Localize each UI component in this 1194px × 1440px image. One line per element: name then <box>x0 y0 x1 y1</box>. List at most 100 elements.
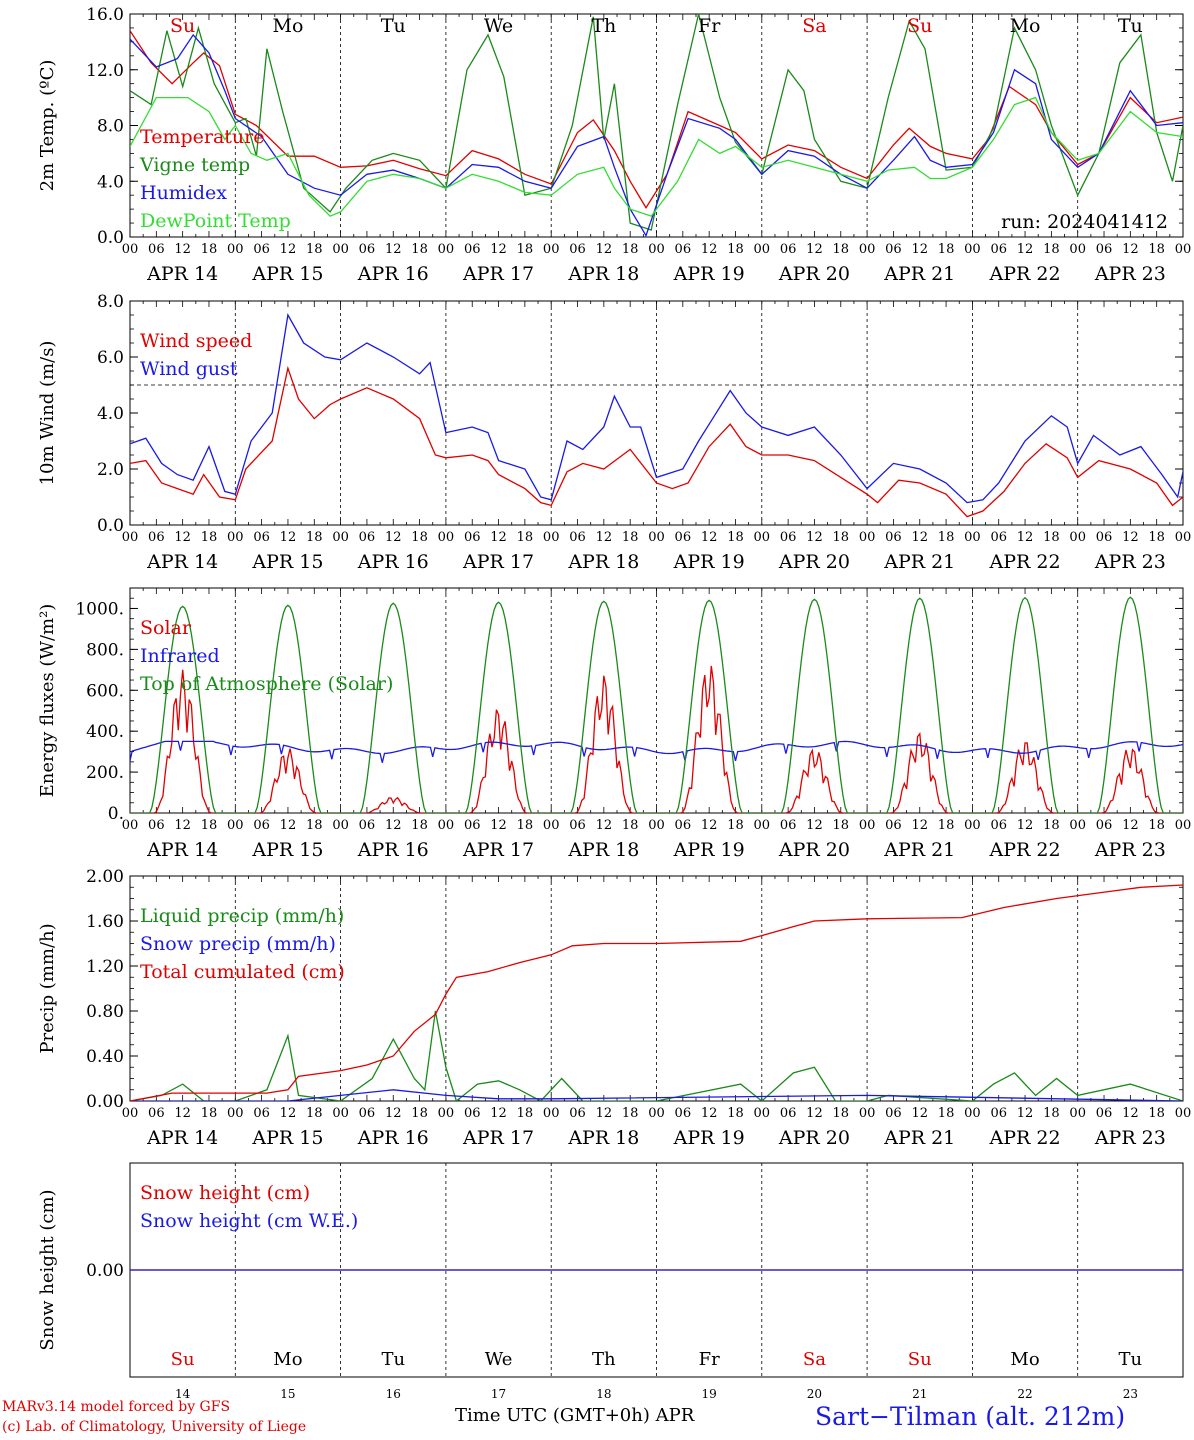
x-date-label: APR 22 <box>989 263 1061 285</box>
x-hour-label: 12 <box>1122 242 1139 257</box>
x-date-label: APR 18 <box>567 551 639 573</box>
x-hour-label: 00 <box>122 242 139 257</box>
y-tick-label: 0.0 <box>97 228 124 248</box>
x-hour-label: 00 <box>438 530 455 545</box>
x-date-label: APR 16 <box>357 551 429 573</box>
day-name-top: Tu <box>381 15 406 37</box>
x-hour-label: 00 <box>543 818 560 833</box>
x-hour-label: 18 <box>1148 530 1165 545</box>
y-tick-label: 12.0 <box>86 61 124 81</box>
day-name-bottom: Mo <box>273 1349 302 1370</box>
x-hour-label: 00 <box>754 242 771 257</box>
x-hour-label: 00 <box>1175 1106 1192 1121</box>
y-tick-label: 0.80 <box>86 1002 124 1022</box>
x-hour-label: 12 <box>1017 1106 1034 1121</box>
x-hour-label: 06 <box>675 242 692 257</box>
y-tick-label: 400. <box>86 722 124 742</box>
panel-precip: 0.00 0.40 0.80 1.20 1.60 2.00 Precip (mm/h) Liq… <box>37 867 1191 1149</box>
panel-temp: 0.0 4.0 8.0 12.0 16.0 2m Temp. (ºC) Temperatur… <box>37 5 1191 285</box>
x-hour-label: 06 <box>675 530 692 545</box>
x-hour-label: 00 <box>754 530 771 545</box>
panel-snow: 0.00 Snow height (cm) Snow height (cm) Snow… <box>37 1162 1184 1378</box>
x-hour-label: 00 <box>438 1106 455 1121</box>
x-date-label: APR 15 <box>251 551 323 573</box>
y-axis-label: Energy fluxes (W/m²) <box>37 604 58 798</box>
x-hour-label: 00 <box>859 1106 876 1121</box>
legend-entry: Temperature <box>140 126 264 148</box>
x-hour-label: 12 <box>1017 530 1034 545</box>
y-tick-label: 0.40 <box>86 1047 124 1067</box>
day-number: 14 <box>175 1387 191 1401</box>
x-date-label: APR 14 <box>146 1127 218 1149</box>
x-hour-label: 00 <box>122 1106 139 1121</box>
x-hour-label: 18 <box>1148 1106 1165 1121</box>
day-name-bottom: Tu <box>1119 1349 1143 1370</box>
x-hour-label: 00 <box>1175 530 1192 545</box>
y-tick-label: 16.0 <box>86 5 124 25</box>
x-date-label: APR 19 <box>673 263 745 285</box>
x-hour-label: 06 <box>990 530 1007 545</box>
x-date-label: APR 21 <box>883 551 955 573</box>
x-hour-label: 18 <box>727 1106 744 1121</box>
x-hour-label: 06 <box>569 242 586 257</box>
x-hour-label: 00 <box>1069 242 1086 257</box>
x-hour-label: 12 <box>280 530 297 545</box>
x-date-label: APR 18 <box>567 263 639 285</box>
x-hour-label: 00 <box>964 1106 981 1121</box>
x-hour-label: 18 <box>306 818 323 833</box>
x-hour-label: 00 <box>122 530 139 545</box>
x-hour-label: 12 <box>806 818 823 833</box>
x-hour-label: 00 <box>1069 1106 1086 1121</box>
day-name-top: Mo <box>272 15 303 37</box>
y-tick-label: 4.0 <box>97 404 124 424</box>
x-hour-label: 00 <box>964 818 981 833</box>
model-credit: MARv3.14 model forced by GFS <box>2 1399 231 1415</box>
series-group <box>130 884 1183 1101</box>
x-hour-label: 18 <box>517 242 534 257</box>
x-hour-label: 06 <box>569 530 586 545</box>
x-date-label: APR 14 <box>146 263 218 285</box>
x-hour-label: 18 <box>306 1106 323 1121</box>
x-hour-label: 18 <box>727 242 744 257</box>
x-hour-label: 06 <box>990 1106 1007 1121</box>
x-hour-label: 12 <box>174 530 191 545</box>
x-hour-label: 12 <box>385 530 402 545</box>
legend-entry: Top of Atmosphere (Solar) <box>140 673 393 695</box>
y-tick-label: 0.00 <box>86 1261 124 1281</box>
x-hour-label: 00 <box>332 242 349 257</box>
y-tick-label: 8.0 <box>97 292 124 312</box>
x-hour-label: 18 <box>938 1106 955 1121</box>
x-hour-label: 12 <box>490 1106 507 1121</box>
x-hour-label: 18 <box>306 530 323 545</box>
legend-entry: Humidex <box>140 182 227 204</box>
x-hour-label: 18 <box>622 818 639 833</box>
x-date-label: APR 16 <box>357 839 429 861</box>
x-hour-label: 18 <box>411 242 428 257</box>
day-number: 16 <box>386 1387 401 1401</box>
series-line-humidex <box>130 33 1183 237</box>
x-hour-label: 06 <box>359 530 376 545</box>
x-hour-label: 00 <box>648 818 665 833</box>
x-hour-label: 18 <box>622 242 639 257</box>
x-hour-label: 12 <box>280 818 297 833</box>
legend-entry: Wind gust <box>140 358 238 380</box>
x-hour-label: 00 <box>648 530 665 545</box>
x-hour-label: 12 <box>385 242 402 257</box>
x-hour-label: 12 <box>911 818 928 833</box>
legend-entry: Total cumulated (cm) <box>140 961 345 983</box>
x-hour-label: 06 <box>148 242 165 257</box>
x-hour-label: 12 <box>1017 818 1034 833</box>
day-name-bottom: Sa <box>803 1349 826 1370</box>
x-hour-label: 00 <box>859 242 876 257</box>
x-hour-label: 00 <box>859 530 876 545</box>
x-date-label: APR 20 <box>778 263 850 285</box>
day-number: 15 <box>280 1387 295 1401</box>
x-hour-label: 06 <box>780 818 797 833</box>
series-line-infrared <box>130 740 1183 763</box>
day-name-top: Su <box>170 15 195 37</box>
x-hour-label: 00 <box>227 530 244 545</box>
x-hour-label: 00 <box>543 1106 560 1121</box>
x-hour-label: 12 <box>806 530 823 545</box>
x-hour-label: 06 <box>885 242 902 257</box>
